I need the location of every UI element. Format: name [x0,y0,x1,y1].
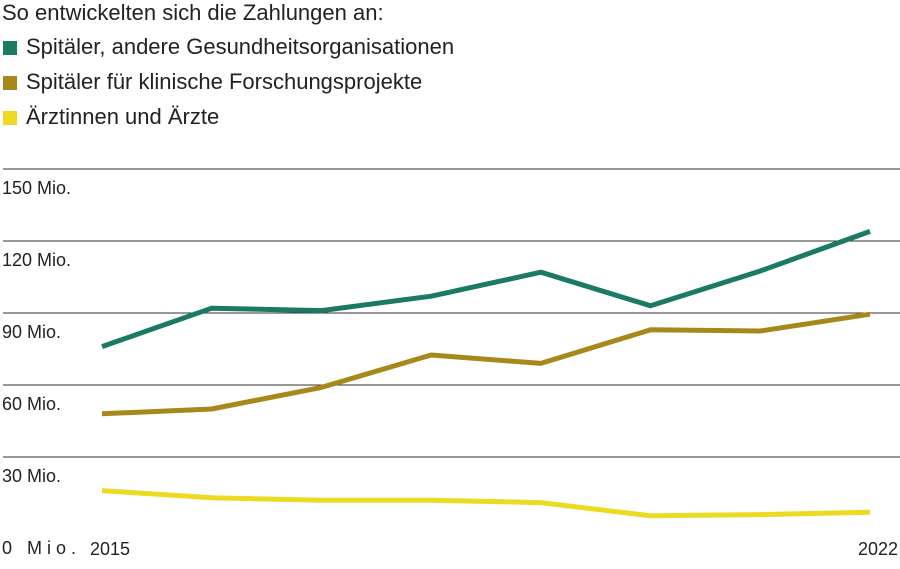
legend-label: Spitäler, andere Gesundheitsorganisation… [26,34,454,59]
y-tick-label: 30 Mio. [2,466,61,486]
line-series [101,488,871,519]
legend-label: Ärztinnen und Ärzte [26,104,219,129]
legend-swatch [3,76,17,90]
y-tick-label: 60 Mio. [2,394,61,414]
line-series [101,229,871,349]
y-tick-label: 120 Mio. [2,250,71,270]
x-tick-label: 2015 [90,539,130,559]
chart-title: So entwickelten sich die Zahlungen an: [2,0,384,25]
legend-swatch [3,41,17,55]
y-tick-label: 0 Mio. [2,538,76,558]
y-tick-label: 150 Mio. [2,178,71,198]
y-tick-label: 90 Mio. [2,322,61,342]
legend-swatch [3,111,17,125]
line-series [101,311,871,417]
legend-label: Spitäler für klinische Forschungsprojekt… [26,69,422,94]
x-tick-label: 2022 [858,539,898,559]
